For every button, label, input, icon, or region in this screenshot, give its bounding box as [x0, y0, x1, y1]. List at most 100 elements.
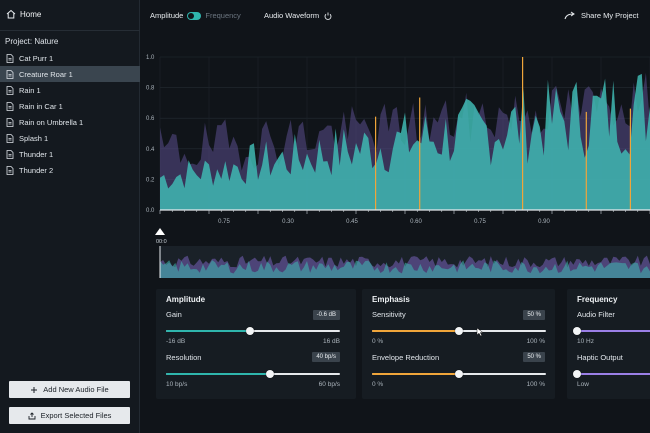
playhead-label: 00:0 — [156, 239, 167, 245]
gain-min-label: -16 dB — [166, 338, 186, 345]
emphasis-markers — [375, 57, 631, 210]
haptic-output-slider-fill — [577, 373, 650, 375]
file-icon — [6, 101, 14, 111]
file-icon — [6, 117, 14, 127]
export-files-label: Export Selected Files — [40, 411, 112, 420]
frequency-panel: Frequency Audio Filter 10 Hz Haptic Outp… — [567, 289, 650, 399]
file-item[interactable]: Splash 1 — [0, 130, 140, 146]
add-audio-file-button[interactable]: Add New Audio File — [9, 381, 130, 398]
add-audio-file-label: Add New Audio File — [43, 385, 109, 394]
home-link[interactable]: Home — [6, 9, 41, 19]
x-tick-label: 0.75 — [218, 219, 230, 225]
amplitude-label: Amplitude — [150, 11, 184, 20]
sensitivity-slider-fill — [372, 330, 459, 332]
sensitivity-value: 50 % — [523, 310, 545, 320]
chart-series — [160, 72, 650, 211]
x-tick-label: 0.90 — [538, 219, 550, 225]
sensitivity-min-label: 0 % — [372, 338, 384, 345]
home-label: Home — [20, 9, 42, 19]
resolution-slider-knob[interactable] — [266, 370, 275, 378]
sidebar-divider — [0, 30, 140, 31]
gain-slider-fill — [166, 330, 250, 332]
envelope-reduction-slider-knob[interactable] — [455, 370, 463, 378]
export-files-button[interactable]: Export Selected Files — [9, 407, 130, 424]
file-label: Splash 1 — [19, 133, 49, 143]
x-tick-label: 0.75 — [474, 219, 486, 225]
gain-label: Gain — [166, 310, 182, 319]
waveform-svg: 1.0 0.8 0.6 0.4 0.2 0.0 0.75 0.30 0.45 0.60 0.75 0.… — [146, 55, 650, 278]
emphasis-panel-title: Emphasis — [372, 295, 410, 304]
sensitivity-slider[interactable] — [372, 327, 546, 335]
file-item[interactable]: Rain in Car 1 — [0, 98, 140, 114]
waveform-chart[interactable]: 1.0 0.8 0.6 0.4 0.2 0.0 0.75 0.30 0.45 0.60 0.75 0.… — [140, 40, 650, 280]
file-item[interactable]: Rain on Umbrella 1 — [0, 114, 140, 130]
file-item[interactable]: Rain 1 — [0, 82, 140, 98]
y-tick-label: 0.4 — [146, 147, 155, 153]
amplitude-series-area — [160, 73, 650, 211]
playhead-handle — [155, 228, 165, 235]
envelope-reduction-slider[interactable] — [372, 370, 546, 378]
x-tick-label: 0.60 — [410, 219, 422, 225]
amplitude-panel-title: Amplitude — [166, 295, 206, 304]
project-title: Project: Nature — [5, 37, 59, 46]
resolution-min-label: 10 bp/s — [166, 381, 188, 388]
amplitude-frequency-toggle[interactable] — [187, 11, 202, 20]
overview-strip — [159, 246, 650, 278]
envelope-reduction-slider-fill — [372, 373, 459, 375]
file-icon — [6, 69, 14, 79]
file-label: Rain on Umbrella 1 — [19, 117, 84, 127]
haptic-output-label: Haptic Output — [577, 353, 623, 362]
file-item[interactable]: Thunder 1 — [0, 146, 140, 162]
resolution-slider[interactable] — [166, 370, 340, 378]
file-label: Rain in Car 1 — [19, 101, 63, 111]
file-icon — [6, 53, 14, 63]
file-item[interactable]: Thunder 2 — [0, 162, 140, 178]
plus-icon — [31, 386, 38, 393]
sidebar: Home Project: Nature Cat Purr 1 Creature … — [0, 0, 140, 433]
home-icon — [6, 9, 16, 19]
envelope-reduction-max-label: 100 % — [526, 381, 545, 388]
x-tick-label: 0.45 — [346, 219, 358, 225]
audio-filter-label: Audio Filter — [577, 310, 615, 319]
audio-filter-min-label: 10 Hz — [577, 338, 594, 345]
chart-axes: 1.0 0.8 0.6 0.4 0.2 0.0 0.75 0.30 0.45 0.60 0.75 0.… — [146, 55, 650, 245]
resolution-max-label: 60 bp/s — [318, 381, 340, 388]
audio-waveform-button[interactable]: Audio Waveform — [264, 11, 333, 20]
gain-value: -0.6 dB — [312, 310, 340, 320]
amplitude-panel: Amplitude Gain -0.6 dB -16 dB 16 dB Reso… — [156, 289, 356, 399]
haptic-output-slider[interactable] — [573, 370, 650, 378]
y-tick-label: 1.0 — [146, 55, 155, 61]
y-tick-label: 0.6 — [146, 116, 155, 122]
audio-filter-slider-knob[interactable] — [573, 327, 581, 335]
file-label: Creature Roar 1 — [19, 69, 73, 79]
file-list: Cat Purr 1 Creature Roar 1 Rain 1 Rain in C… — [0, 50, 140, 178]
sensitivity-label: Sensitivity — [372, 310, 406, 319]
gain-slider-knob[interactable] — [245, 327, 254, 335]
audio-waveform-label: Audio Waveform — [264, 11, 320, 20]
envelope-reduction-value: 50 % — [523, 352, 545, 362]
sensitivity-max-label: 100 % — [526, 338, 545, 345]
emphasis-panel: Emphasis Sensitivity 50 % 0 % 100 % Enve… — [362, 289, 555, 399]
share-project-label: Share My Project — [581, 11, 639, 20]
frequency-label: Frequency — [205, 11, 241, 20]
file-label: Cat Purr 1 — [19, 53, 54, 63]
audio-filter-slider[interactable] — [573, 327, 650, 335]
y-tick-label: 0.8 — [146, 86, 155, 92]
gain-slider[interactable] — [166, 327, 340, 335]
amplitude-frequency-toggle-group: Amplitude Frequency — [150, 11, 241, 20]
file-icon — [6, 165, 14, 175]
gain-max-label: 16 dB — [323, 338, 340, 345]
envelope-reduction-min-label: 0 % — [372, 381, 384, 388]
haptic-output-slider-knob[interactable] — [573, 370, 581, 378]
file-label: Thunder 2 — [19, 165, 54, 175]
y-tick-label: 0.0 — [146, 208, 155, 214]
file-item[interactable]: Creature Roar 1 — [0, 66, 140, 82]
sensitivity-slider-knob[interactable] — [455, 327, 463, 335]
y-tick-label: 0.2 — [146, 177, 155, 183]
share-project-button[interactable]: Share My Project — [564, 11, 639, 20]
x-tick-label: 0.30 — [282, 219, 294, 225]
resolution-slider-fill — [166, 373, 271, 375]
file-label: Thunder 1 — [19, 149, 54, 159]
file-item[interactable]: Cat Purr 1 — [0, 50, 140, 66]
top-bar: Amplitude Frequency Audio Waveform Share… — [140, 0, 650, 30]
